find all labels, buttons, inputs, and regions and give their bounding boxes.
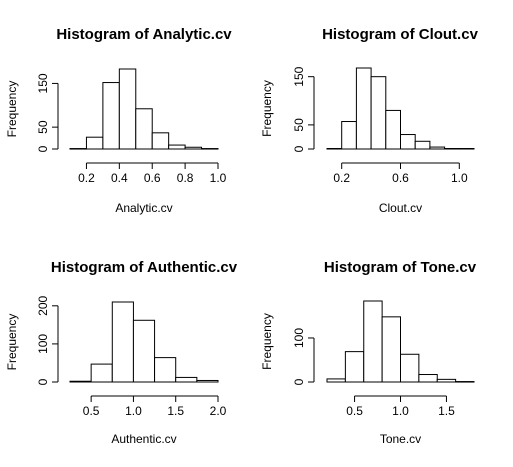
histogram-bar <box>135 108 153 150</box>
histogram-bar <box>400 134 416 150</box>
histogram-bar <box>201 148 219 150</box>
x-tick-label: 0.8 <box>177 171 194 185</box>
y-tick-label: 0 <box>292 378 306 385</box>
histogram-bar <box>344 351 365 383</box>
histogram-bar <box>429 146 446 150</box>
x-tick-label: 0.5 <box>83 404 100 418</box>
x-tick-label: 1.0 <box>392 404 409 418</box>
histogram-bar <box>436 378 457 383</box>
x-tick-label: 0.6 <box>392 171 409 185</box>
x-axis-label: Clout.cv <box>379 201 422 215</box>
histogram-bar <box>455 381 475 383</box>
histogram-bar <box>69 148 87 150</box>
x-tick-label: 0.6 <box>144 171 161 185</box>
histogram-bar <box>151 132 170 150</box>
y-tick-label: 0 <box>292 145 306 152</box>
y-tick-label: 0 <box>36 145 50 152</box>
histogram-bar <box>175 376 198 383</box>
x-tick-label: 0.4 <box>111 171 128 185</box>
y-tick-label: 0 <box>36 378 50 385</box>
histogram-bar <box>154 357 177 383</box>
y-tick-label: 50 <box>292 118 306 132</box>
y-axis-label: Frequency <box>260 313 274 370</box>
histogram-bar <box>111 301 134 383</box>
histogram-bar <box>184 146 203 150</box>
histogram-bar <box>118 68 137 150</box>
y-axis-label: Frequency <box>260 80 274 137</box>
y-tick-label: 50 <box>36 120 50 134</box>
chart-title: Histogram of Tone.cv <box>324 259 477 276</box>
x-tick-label: 1.5 <box>167 404 184 418</box>
y-tick-label: 200 <box>36 295 50 315</box>
histogram-bar <box>370 76 387 150</box>
histogram-bar <box>458 148 475 150</box>
chart-title: Histogram of Analytic.cv <box>56 26 232 43</box>
x-tick-label: 1.0 <box>125 404 142 418</box>
histogram-panel: Histogram of Analytic.cv 0 50 150 0.2 0.4 0.6 0… <box>5 26 232 215</box>
histogram-bar <box>355 67 372 150</box>
chart-title: Histogram of Clout.cv <box>322 26 479 43</box>
x-tick-label: 1.0 <box>210 171 227 185</box>
histogram-bar <box>102 82 120 150</box>
x-tick-label: 0.2 <box>78 171 95 185</box>
histogram-bar <box>326 378 346 383</box>
y-axis-label: Frequency <box>5 81 19 138</box>
histogram-bar <box>69 380 92 383</box>
y-tick-label: 150 <box>292 66 306 86</box>
chart-title: Histogram of Authentic.cv <box>51 259 238 276</box>
y-axis-label: Frequency <box>5 314 19 371</box>
histogram-bar <box>381 316 401 383</box>
y-tick-label: 100 <box>36 334 50 354</box>
y-tick-label: 100 <box>292 328 306 348</box>
histogram-bar <box>385 109 401 150</box>
x-axis-label: Tone.cv <box>380 432 421 446</box>
histogram-bar <box>414 140 431 150</box>
histogram-bar <box>418 374 438 383</box>
histogram-bar <box>326 148 343 150</box>
histogram-bar <box>90 363 113 383</box>
y-tick-label: 150 <box>36 73 50 93</box>
histogram-bar <box>444 148 460 150</box>
histogram-bar <box>196 379 219 383</box>
histogram-bar <box>363 300 383 383</box>
histogram-bar <box>168 144 186 150</box>
x-axis-label: Authentic.cv <box>111 432 176 446</box>
x-tick-label: 0.5 <box>346 404 363 418</box>
x-tick-label: 2.0 <box>210 404 227 418</box>
histogram-bar <box>341 121 357 150</box>
histogram-bar <box>400 353 420 383</box>
histogram-bar <box>132 319 156 383</box>
x-axis-label: Analytic.cv <box>115 201 172 215</box>
histogram-panel: Histogram of Authentic.cv 0 100 200 0.5 1.0 1.… <box>5 259 238 446</box>
x-tick-label: 1.0 <box>451 171 468 185</box>
x-tick-label: 1.5 <box>438 404 455 418</box>
x-tick-label: 0.2 <box>333 171 350 185</box>
histogram-panel: Histogram of Clout.cv 0 50 150 0.2 0.6 1.0 Clou… <box>260 26 479 215</box>
histogram-bar <box>85 136 104 150</box>
histogram-panel: Histogram of Tone.cv 0 100 0.5 1.0 1.5 Tone.cv… <box>260 259 477 446</box>
